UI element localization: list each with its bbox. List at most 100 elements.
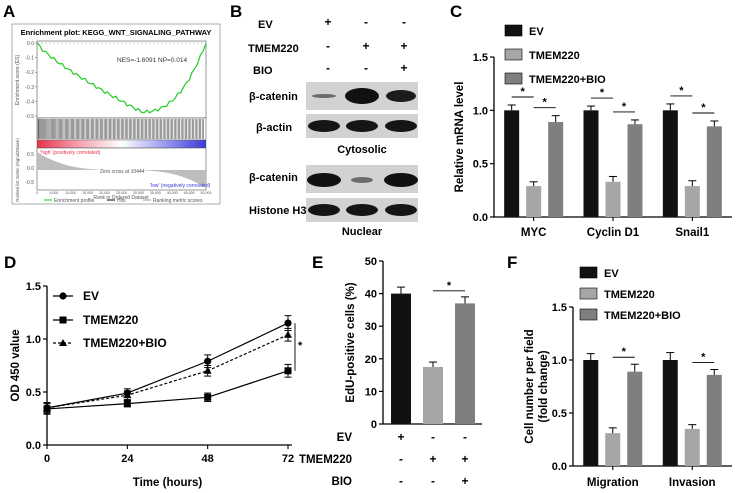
c-category-label: MYC <box>521 227 547 239</box>
d-point <box>123 400 131 408</box>
band <box>385 204 417 216</box>
d-point <box>59 339 67 346</box>
e-bar <box>423 366 443 424</box>
d-x-tick-label: 24 <box>121 453 134 465</box>
panel-e-letter: E <box>312 253 323 272</box>
condition-sign: - <box>402 15 406 29</box>
es-tick-label: -0.2 <box>25 70 34 76</box>
legend-metric: Ranking metric scores <box>153 198 203 204</box>
d-point <box>284 367 292 375</box>
c-bar <box>684 186 700 217</box>
f-sig-star: * <box>701 352 706 364</box>
d-point <box>123 391 132 399</box>
f-bar <box>627 371 643 466</box>
rank-tick-label: 0 <box>36 191 38 195</box>
legend-swatch <box>579 308 598 321</box>
c-y-tick-label: 0.5 <box>473 159 488 171</box>
e-condition-sign: - <box>431 474 435 488</box>
panel-a: A Enrichment plot: KEGG_WNT_SIGNALING_PA… <box>3 2 221 205</box>
panel-d: D 0.0 0.5 1.0 1.5 0 24 48 72 Time (hours) OD 450 … <box>4 253 303 489</box>
legend-label: TMEM220+BIO <box>529 74 606 86</box>
condition-sign: - <box>326 61 330 75</box>
cytosolic-label: Cytosolic <box>337 144 387 156</box>
e-bar <box>391 293 411 424</box>
legend-swatch <box>579 287 598 300</box>
rank-tick-label: 45,000 <box>184 191 195 195</box>
rank-tick-label: 30,000 <box>133 191 144 195</box>
cond-bio-label: BIO <box>253 65 273 77</box>
d-legend-label: TMEM220 <box>83 313 139 327</box>
d-legend-label: TMEM220+BIO <box>83 336 167 350</box>
d-ylabel: OD 450 value <box>10 329 22 401</box>
e-ylabel: EdU-positive cells (%) <box>345 282 357 402</box>
legend-label: EV <box>604 268 619 280</box>
band <box>345 88 379 104</box>
e-condition-label: TMEM220 <box>299 454 352 466</box>
nuc-band-label-2: Histone H3 <box>249 205 306 217</box>
e-y-tick-label: 10 <box>365 386 377 398</box>
e-condition-sign: - <box>463 430 467 444</box>
rank-tick-label: 25,000 <box>116 191 127 195</box>
rank-tick-label: 10,000 <box>65 191 76 195</box>
rank-tick-label: 50,000 <box>201 191 212 195</box>
e-bar <box>455 303 475 424</box>
d-point <box>284 330 292 338</box>
rank-tick-label: 5,000 <box>49 191 58 195</box>
nuclear-label: Nuclear <box>342 226 383 238</box>
d-point <box>59 316 67 324</box>
e-y-tick-label: 40 <box>365 289 377 301</box>
es-axis: 0.0 -0.1 -0.2 -0.3 -0.4 -0.5 <box>25 41 206 120</box>
c-sig-2-star: * <box>543 97 548 109</box>
condition-sign: - <box>326 39 330 53</box>
c-ylabel: Relative mRNA level <box>454 82 466 193</box>
es-tick-label: -0.1 <box>25 56 34 62</box>
legend-label: TMEM220+BIO <box>604 310 681 322</box>
f-ylabel-line: Cell number per field <box>524 329 536 443</box>
gsea-xlabel: Rank in Ordered Dataset <box>93 195 149 201</box>
metric-axis: 0.5 0.0 -0.5 <box>25 152 34 186</box>
panel-d-letter: D <box>4 253 16 272</box>
f-sig-star: * <box>622 346 627 358</box>
c-bar <box>583 110 599 217</box>
c-bar <box>662 110 678 217</box>
d-x-tick-label: 48 <box>202 453 214 465</box>
d-point <box>284 319 292 327</box>
cyto-band-label-1: β-catenin <box>249 91 298 103</box>
panel-c-letter: C <box>450 2 462 21</box>
condition-sign: - <box>364 61 368 75</box>
gsea-hits-area <box>36 117 207 141</box>
legend-label: EV <box>529 26 544 38</box>
band <box>385 120 417 132</box>
gsea-ylabel-metric: Ranked list metric (Signal2Noise) <box>15 138 20 202</box>
condition-sign: + <box>324 15 331 29</box>
band <box>308 204 340 216</box>
c-bar <box>605 181 621 217</box>
c-bar <box>706 126 722 217</box>
d-point <box>204 357 212 365</box>
c-y-tick-label: 0.0 <box>473 212 488 224</box>
c-bar <box>526 186 542 217</box>
d-x-tick-label: 72 <box>282 453 294 465</box>
f-bar <box>684 428 700 466</box>
enrichment-profile-line <box>36 42 207 114</box>
d-point <box>59 292 67 300</box>
c-sig-2-star: * <box>622 101 627 113</box>
d-y-tick-label: 0.0 <box>26 440 41 452</box>
band <box>346 120 378 132</box>
cond-ev-label: EV <box>258 19 273 31</box>
panel-c: C 0.0 0.5 1.0 1.5 Relative mRNA level EV TMEM2… <box>450 2 732 239</box>
es-tick-label: -0.3 <box>25 85 34 91</box>
panel-f: F 0.0 0.5 1.0 1.5 Cell number per field (fold… <box>507 253 732 489</box>
gsea-ylabel-es: Enrichment score (ES) <box>15 55 21 106</box>
metric-tick-label: 0.0 <box>27 166 34 172</box>
c-bar <box>548 122 564 217</box>
legend-profile: Enrichment profile <box>54 198 95 204</box>
c-sig-1-star: * <box>521 86 526 98</box>
legend-swatch <box>504 72 523 85</box>
pos-correlated-label: 'high' (positively correlated) <box>40 150 101 156</box>
d-xlabel: Time (hours) <box>133 477 203 489</box>
rank-tick-label: 15,000 <box>82 191 93 195</box>
e-condition-label: EV <box>337 432 353 444</box>
c-sig-2-star: * <box>701 102 706 114</box>
c-y-tick-label: 1.5 <box>473 52 488 64</box>
